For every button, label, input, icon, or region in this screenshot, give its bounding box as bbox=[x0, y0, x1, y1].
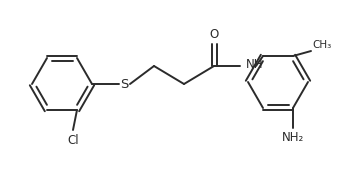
Text: NH: NH bbox=[246, 59, 264, 71]
Text: CH₃: CH₃ bbox=[312, 40, 331, 50]
Text: S: S bbox=[120, 78, 128, 90]
Text: O: O bbox=[209, 28, 219, 41]
Text: Cl: Cl bbox=[67, 134, 79, 147]
Text: NH₂: NH₂ bbox=[282, 131, 304, 144]
